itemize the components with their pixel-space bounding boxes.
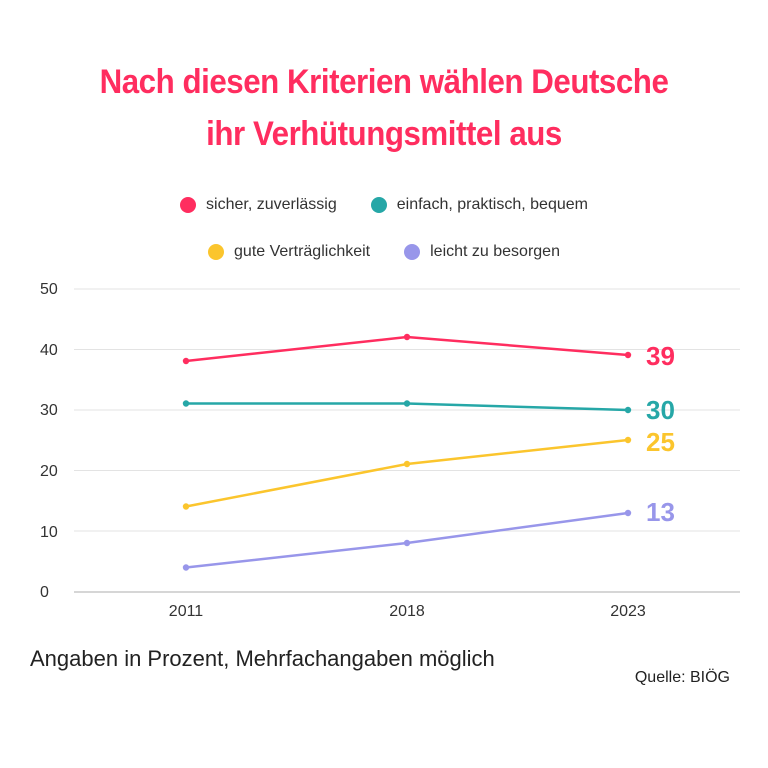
y-tick: 40	[40, 342, 58, 359]
end-labels: 39 30 25 13	[646, 341, 675, 527]
legend-label: sicher, zuverlässig	[206, 196, 337, 213]
legend-row-1: sicher, zuverlässig einfach, praktisch, …	[0, 196, 768, 214]
series-sicher	[182, 333, 632, 365]
y-tick: 0	[40, 584, 49, 601]
gridlines	[74, 288, 740, 593]
end-label-besorgen: 13	[646, 497, 675, 527]
title-line-2: ihr Verhütungsmittel aus	[206, 115, 562, 153]
legend-dot-icon	[404, 244, 421, 260]
legend-label: einfach, praktisch, bequem	[396, 196, 588, 213]
y-axis-ticks: 0 10 20 30 40 50	[40, 281, 58, 601]
end-label-sicher: 39	[646, 341, 675, 371]
legend-label: gute Verträglichkeit	[234, 243, 371, 260]
legend-item-einfach: einfach, praktisch, bequem	[370, 196, 588, 214]
end-label-einfach: 30	[646, 395, 675, 425]
y-tick: 30	[40, 402, 58, 419]
legend-item-besorgen: leicht zu besorgen	[404, 243, 560, 261]
y-tick: 50	[40, 281, 58, 298]
chart-title: Nach diesen Kriterien wählen Deutsche ih…	[31, 56, 738, 160]
footnote: Angaben in Prozent, Mehrfachangaben mögl…	[30, 646, 495, 671]
series-besorgen	[182, 509, 632, 571]
legend-dot-icon	[370, 197, 387, 213]
legend-item-vertraeglichkeit: gute Verträglichkeit	[208, 243, 370, 261]
x-tick: 2011	[169, 603, 204, 620]
y-tick: 10	[40, 524, 58, 541]
legend-dot-icon	[208, 244, 225, 260]
title-line-1: Nach diesen Kriterien wählen Deutsche	[99, 63, 669, 101]
x-tick: 2018	[389, 603, 425, 620]
x-axis-ticks: 2011 2018 2023	[169, 603, 646, 620]
legend-row-2: gute Verträglichkeit leicht zu besorgen	[0, 243, 768, 261]
legend-dot-icon	[180, 197, 197, 213]
y-tick: 20	[40, 463, 58, 480]
series-vertraeglichkeit	[182, 436, 632, 510]
x-tick: 2023	[610, 603, 646, 620]
source-label: Quelle: BIÖG	[634, 669, 730, 686]
legend-item-sicher: sicher, zuverlässig	[180, 196, 337, 214]
end-label-vertraeglichkeit: 25	[646, 427, 675, 457]
legend-label: leicht zu besorgen	[430, 243, 560, 260]
series-einfach	[182, 400, 632, 414]
